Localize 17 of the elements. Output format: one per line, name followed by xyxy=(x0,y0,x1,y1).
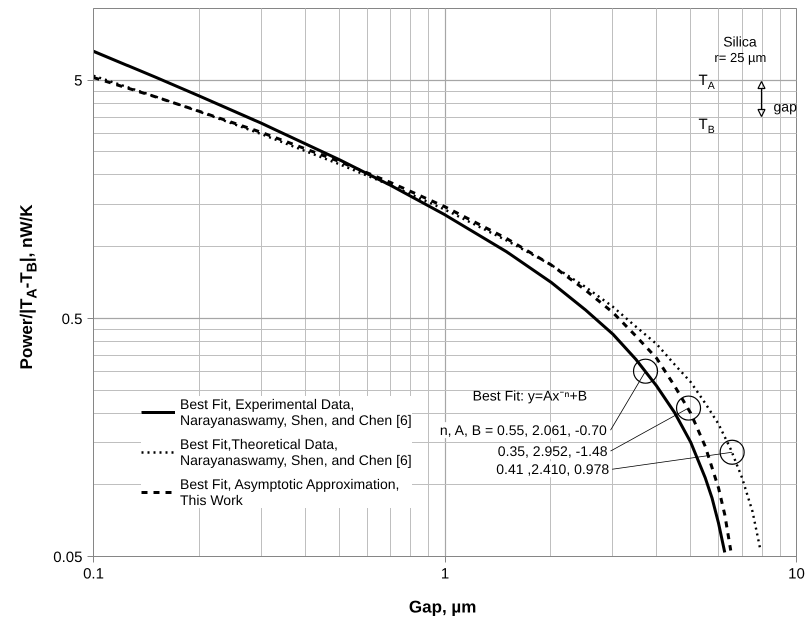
annotation: 0.35, 2.952, -1.48 xyxy=(498,443,608,460)
annotation: Best Fit: y=Ax⁻ⁿ+B xyxy=(472,388,588,404)
annotation: gap xyxy=(774,98,798,114)
y-tick-label: 5 xyxy=(74,72,82,90)
legend-label: Best Fit,Theoretical Data, Narayanaswamy, Shen, and Chen [6] xyxy=(180,436,412,468)
x-tick-label: 1 xyxy=(440,566,450,582)
legend-label: Best Fit, Asymptotic Approximation, This Work xyxy=(180,476,400,508)
annotation: Silica xyxy=(723,34,757,50)
annotation: n, A, B = 0.55, 2.061, -0.70 xyxy=(440,422,607,438)
annotation: 0.41 ,2.410, 0.978 xyxy=(496,461,610,478)
annotation: r= 25 µm xyxy=(714,50,766,65)
y-tick-label: 0.5 xyxy=(62,310,83,328)
x-tick-label: 0.1 xyxy=(83,566,104,582)
x-axis-title: Gap, µm xyxy=(408,598,476,616)
y-tick-label: 0.05 xyxy=(53,549,83,566)
legend-label: Best Fit, Experimental Data, Narayanaswamy, Shen, and Chen [6] xyxy=(180,396,412,428)
x-tick-label: 10 xyxy=(788,566,805,582)
